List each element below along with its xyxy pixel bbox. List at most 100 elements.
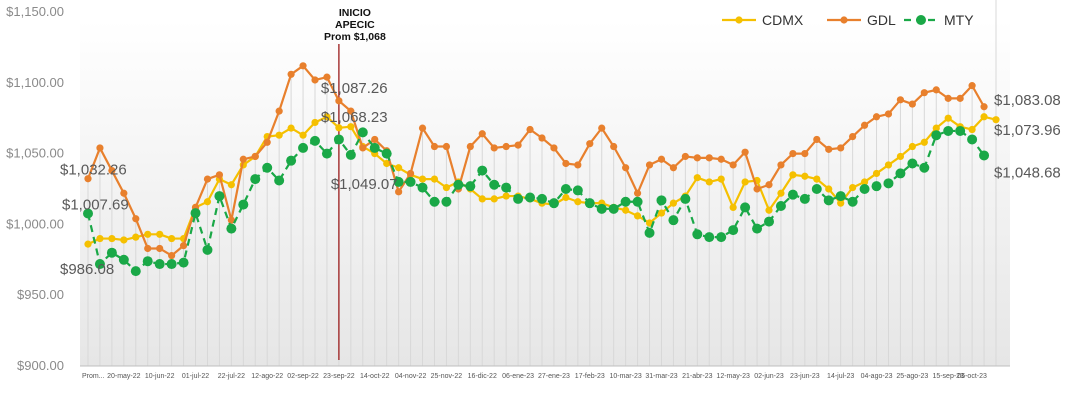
point-gdl: [418, 124, 427, 132]
point-mty: [94, 259, 105, 270]
x-axis: Prom... 20-may-22 10-jun-22 01-jul-22 22-jul…: [80, 365, 1010, 380]
point-mty: [931, 130, 942, 141]
point-mty: [537, 193, 547, 204]
x-tick-label: 14-jul-23: [827, 373, 854, 380]
point-cdmx: [669, 199, 678, 207]
point-gdl: [108, 166, 116, 175]
point-gdl: [849, 133, 857, 141]
point-mty: [238, 199, 249, 210]
point-mty: [799, 193, 810, 204]
point-gdl: [96, 144, 104, 152]
point-gdl: [598, 124, 606, 132]
point-gdl: [203, 175, 212, 183]
y-tick-label: $1,000.00: [6, 216, 64, 231]
point-gdl: [944, 94, 952, 102]
x-tick-label: 06-ene-23: [502, 373, 534, 380]
point-gdl: [466, 142, 474, 151]
point-cdmx: [920, 138, 928, 146]
point-mty: [274, 175, 285, 186]
point-gdl: [168, 251, 176, 260]
point-mty: [811, 184, 822, 194]
point-gdl: [227, 216, 235, 224]
point-cdmx: [120, 236, 128, 244]
point-cdmx: [860, 178, 869, 186]
point-mty: [369, 142, 380, 153]
point-gdl: [395, 188, 403, 196]
point-cdmx: [335, 124, 343, 132]
point-gdl: [872, 113, 881, 121]
point-mty: [955, 125, 966, 136]
point-mty: [250, 174, 261, 185]
point-mty: [823, 195, 834, 206]
point-gdl: [586, 140, 594, 148]
x-tick-label: 04-ago-23: [861, 373, 893, 380]
point-gdl: [633, 189, 642, 197]
point-mty: [513, 193, 524, 204]
point-gdl: [968, 82, 976, 90]
y-tick-label: $1,150.00: [6, 4, 64, 19]
data-label-cdmx: $986.08: [60, 261, 114, 278]
point-gdl: [789, 150, 797, 158]
point-mty: [764, 216, 774, 227]
point-mty: [501, 182, 512, 193]
x-tick-label: 21-abr-23: [682, 373, 712, 380]
point-mty: [716, 232, 727, 243]
point-gdl: [693, 154, 701, 162]
point-gdl: [514, 141, 522, 149]
point-gdl: [132, 215, 140, 223]
point-mty: [847, 196, 858, 207]
point-mty: [142, 256, 153, 267]
series-line-gdl: [86, 64, 986, 257]
point-gdl: [442, 142, 451, 151]
point-mty: [83, 208, 93, 219]
point-gdl: [144, 244, 152, 253]
point-gdl: [908, 100, 916, 108]
data-label-cdmx: $1,068.23: [321, 109, 388, 126]
data-label-mty: $1,049.07: [331, 176, 398, 193]
point-mty: [405, 176, 416, 187]
point-mty: [298, 142, 309, 153]
point-gdl: [645, 161, 654, 169]
point-gdl: [311, 76, 319, 84]
point-cdmx: [275, 131, 283, 139]
point-cdmx: [884, 161, 893, 169]
x-tick-label: 25-nov-22: [431, 373, 463, 380]
point-gdl: [920, 89, 928, 97]
point-mty: [907, 158, 918, 169]
point-cdmx: [789, 171, 797, 179]
point-mty: [489, 179, 500, 190]
x-tick-label: 12-may-23: [716, 373, 750, 380]
point-cdmx: [908, 142, 916, 151]
point-cdmx: [657, 209, 666, 217]
point-cdmx: [813, 175, 821, 183]
y-tick-label: $950.00: [17, 287, 64, 302]
point-gdl: [550, 144, 558, 152]
legend-marker-mty: [916, 15, 926, 25]
point-cdmx: [645, 219, 654, 227]
legend-label-gdl: GDL: [867, 12, 896, 28]
point-gdl: [562, 159, 570, 168]
point-cdmx: [168, 234, 176, 243]
point-gdl: [980, 103, 988, 111]
point-cdmx: [430, 175, 439, 183]
point-mty: [166, 259, 177, 270]
point-cdmx: [299, 131, 307, 139]
legend-label-mty: MTY: [944, 12, 974, 28]
x-tick-label: 02-jun-23: [754, 373, 784, 380]
point-mty: [548, 198, 559, 209]
point-cdmx: [502, 192, 510, 200]
point-gdl: [335, 97, 343, 105]
point-gdl: [359, 144, 367, 152]
point-gdl: [956, 94, 964, 102]
point-mty: [130, 266, 141, 277]
point-mty: [728, 225, 739, 236]
point-mty: [775, 200, 786, 211]
x-tick-label: 14-oct-22: [360, 373, 390, 380]
point-cdmx: [287, 124, 295, 132]
x-tick-label: 10-mar-23: [609, 373, 641, 380]
point-mty: [835, 191, 846, 202]
point-gdl: [287, 70, 295, 78]
point-mty: [393, 176, 404, 187]
point-cdmx: [872, 169, 881, 178]
point-cdmx: [968, 125, 976, 134]
